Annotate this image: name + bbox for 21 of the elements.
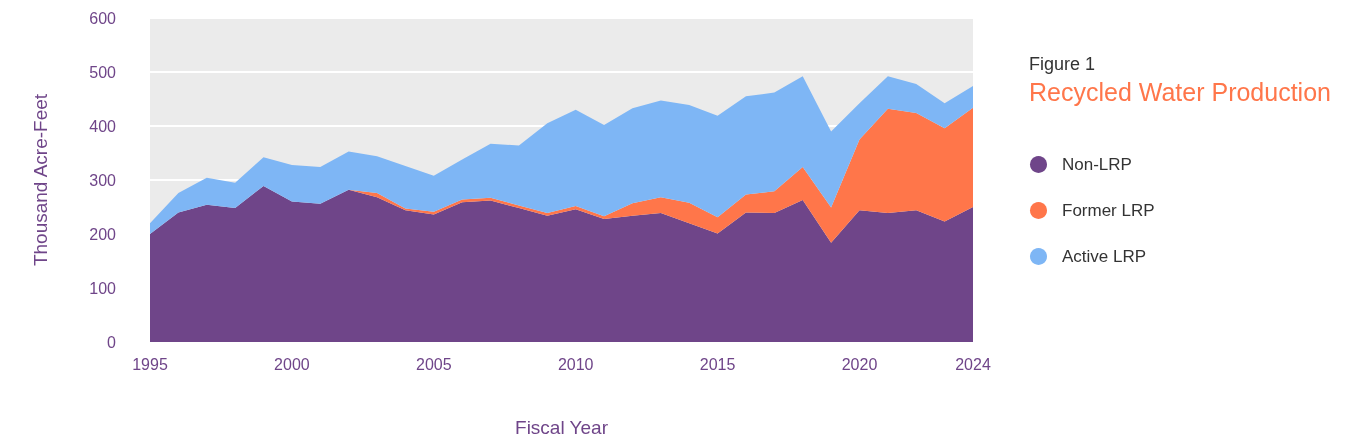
legend-label: Non-LRP (1062, 155, 1132, 174)
text: Figure 1 (1029, 54, 1096, 74)
x-tick-label: 1995 (132, 355, 168, 373)
x-tick-label: 2000 (274, 355, 310, 373)
x-axis-title: Fiscal Year (515, 417, 609, 438)
y-tick-label: 200 (89, 225, 117, 243)
y-tick-label: 500 (89, 63, 117, 81)
y-tick-label: 300 (89, 171, 117, 189)
x-tick-label: 2015 (699, 355, 736, 373)
y-tick-label: 600 (89, 9, 117, 27)
x-tick-label: 2020 (841, 355, 878, 373)
text: Recycled Water Production (1029, 77, 1331, 106)
legend-label: Active LRP (1062, 247, 1147, 266)
x-tick-label: 2010 (557, 355, 594, 373)
y-tick-label: 0 (107, 333, 117, 351)
x-tick-label: 2024 (955, 355, 991, 373)
y-axis-title: Thousand Acre-Feet (30, 93, 51, 267)
y-tick-label: 400 (89, 117, 117, 135)
legend-label: Former LRP (1062, 201, 1155, 220)
x-tick-label: 2005 (416, 355, 452, 373)
y-tick-label: 100 (89, 279, 117, 297)
